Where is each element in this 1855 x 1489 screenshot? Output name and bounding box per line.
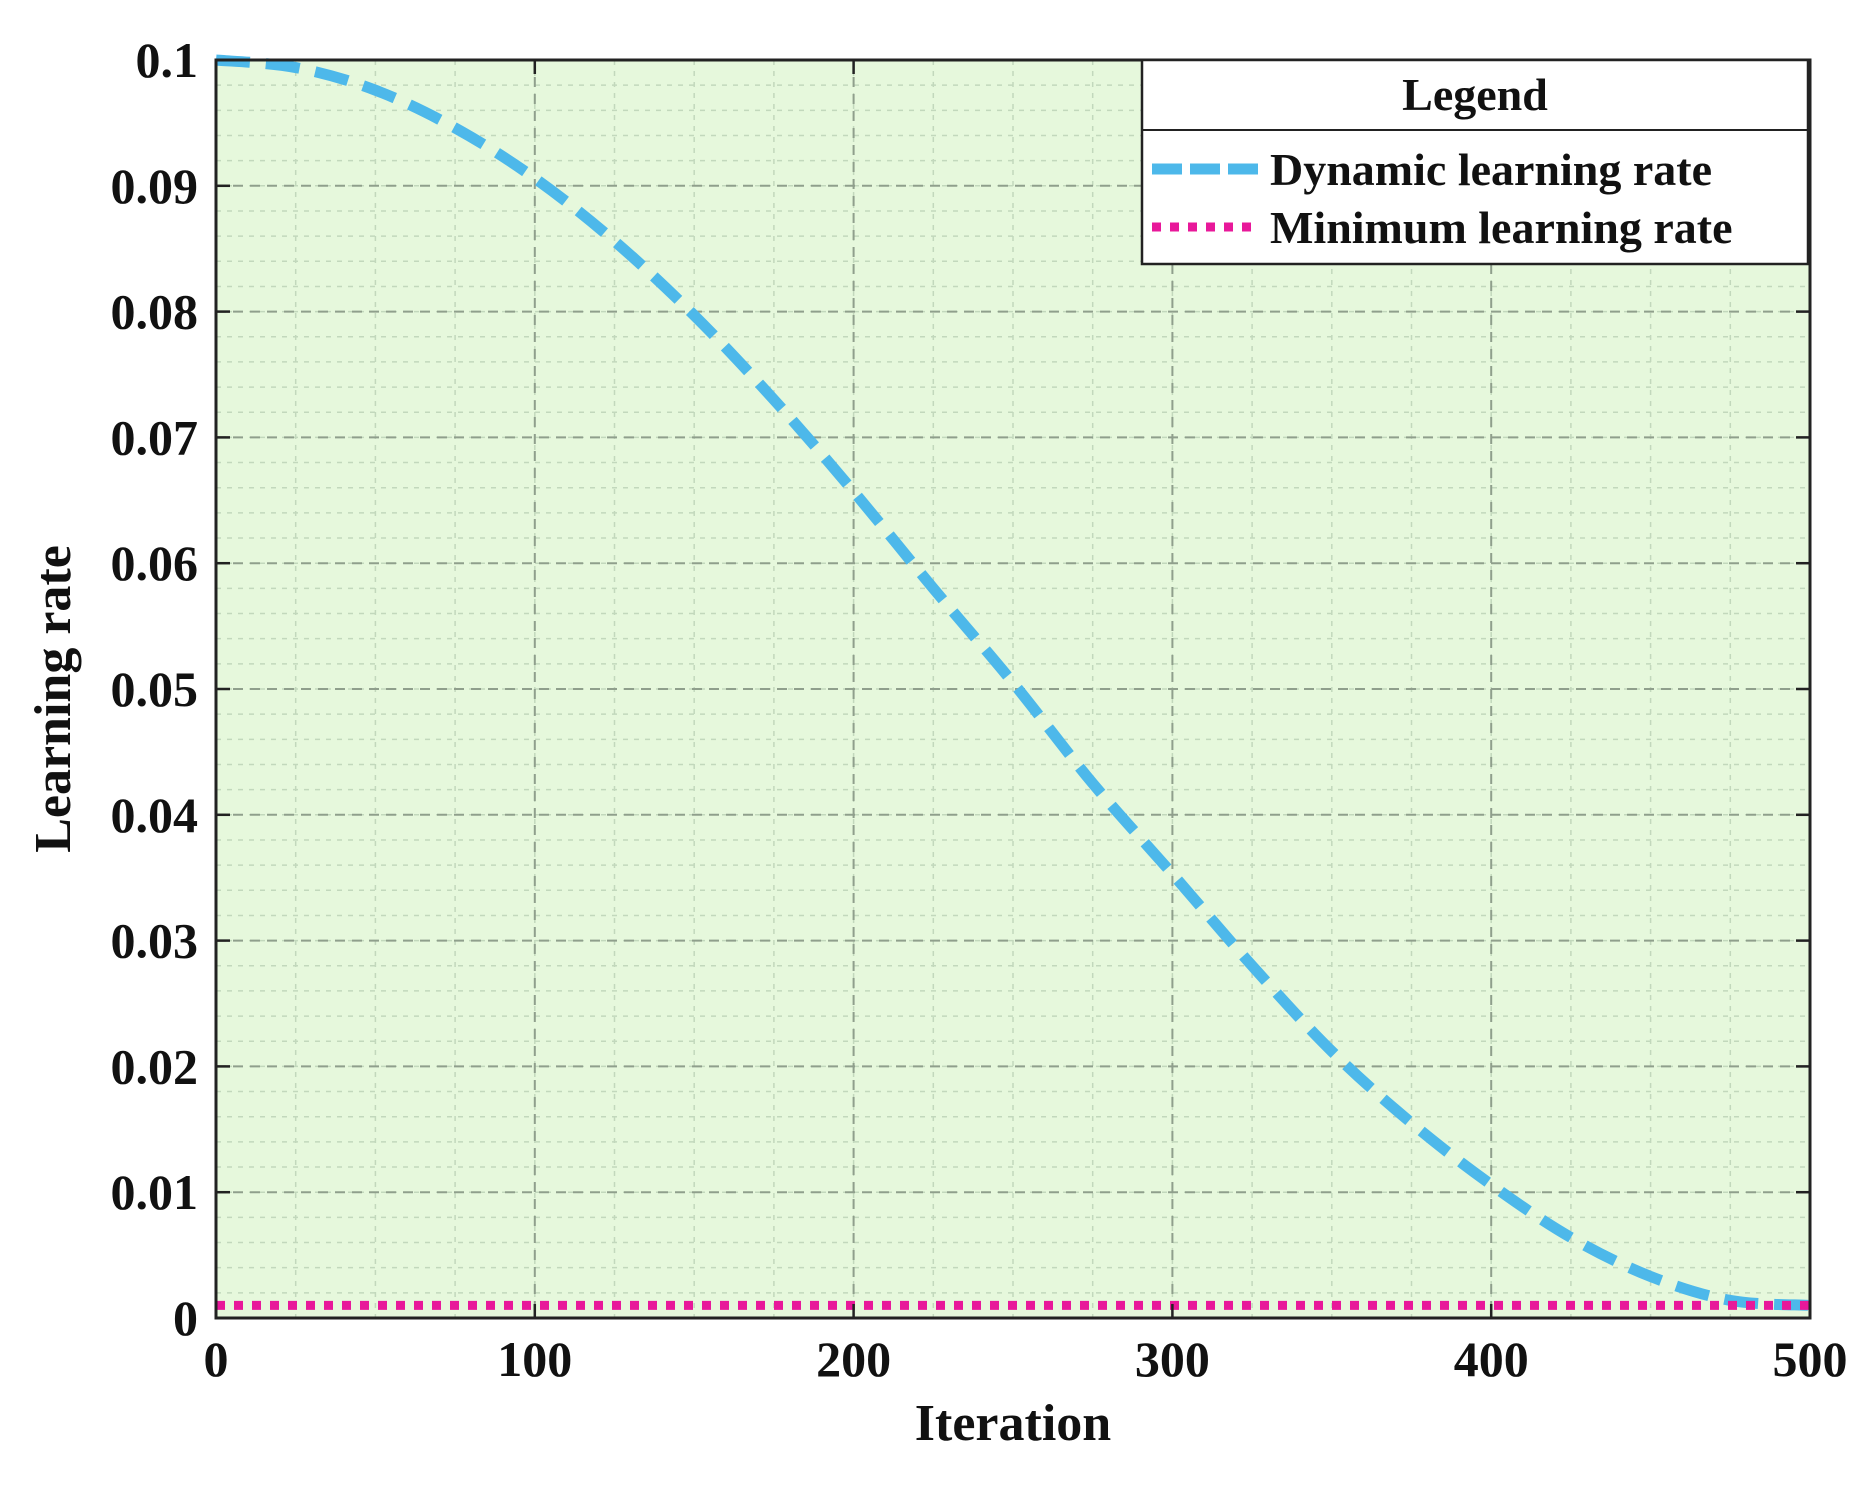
y-tick-label: 0.05 (111, 661, 199, 717)
minor-grid (216, 60, 1810, 1318)
y-tick-label: 0.08 (111, 284, 199, 340)
legend: Legend Dynamic learning rate Minimum lear… (1140, 58, 1810, 266)
x-tick-label: 100 (497, 1331, 572, 1387)
legend-label-2: Minimum learning rate (1270, 202, 1733, 253)
x-tick-label: 200 (816, 1331, 891, 1387)
y-tick-label: 0.1 (136, 32, 199, 88)
y-tick-label: 0.03 (111, 913, 199, 969)
y-tick-label: 0.04 (111, 787, 199, 843)
legend-title: Legend (1402, 69, 1548, 120)
legend-box (1140, 58, 1810, 266)
y-tick-label: 0.02 (111, 1038, 199, 1094)
x-axis-label: Iteration (915, 1395, 1111, 1452)
x-tick-label: 0 (204, 1331, 229, 1387)
legend-entries: Dynamic learning rate Minimum learning ra… (1152, 144, 1733, 253)
y-tick-label: 0.07 (111, 409, 199, 465)
y-tick-label: 0.06 (111, 535, 199, 591)
y-tick-label: 0.09 (111, 158, 199, 214)
y-axis-label: Learning rate (25, 545, 82, 853)
y-tick-label: 0.01 (111, 1164, 199, 1220)
series-line-1 (215, 54, 1811, 1311)
x-tick-label: 300 (1135, 1331, 1210, 1387)
x-tick-label: 500 (1773, 1331, 1848, 1387)
series-layer (215, 54, 1811, 1311)
x-tick-label: 400 (1454, 1331, 1529, 1387)
y-tick-label: 0 (173, 1290, 198, 1346)
x-axis-ticks: 0 100 200 300 400 500 (204, 60, 1848, 1387)
y-axis-ticks: 0 0.01 0.02 0.03 0.04 0.05 0.06 0.07 0.08 0.09 0.1 (111, 32, 1810, 1346)
legend-label-1: Dynamic learning rate (1270, 144, 1712, 195)
